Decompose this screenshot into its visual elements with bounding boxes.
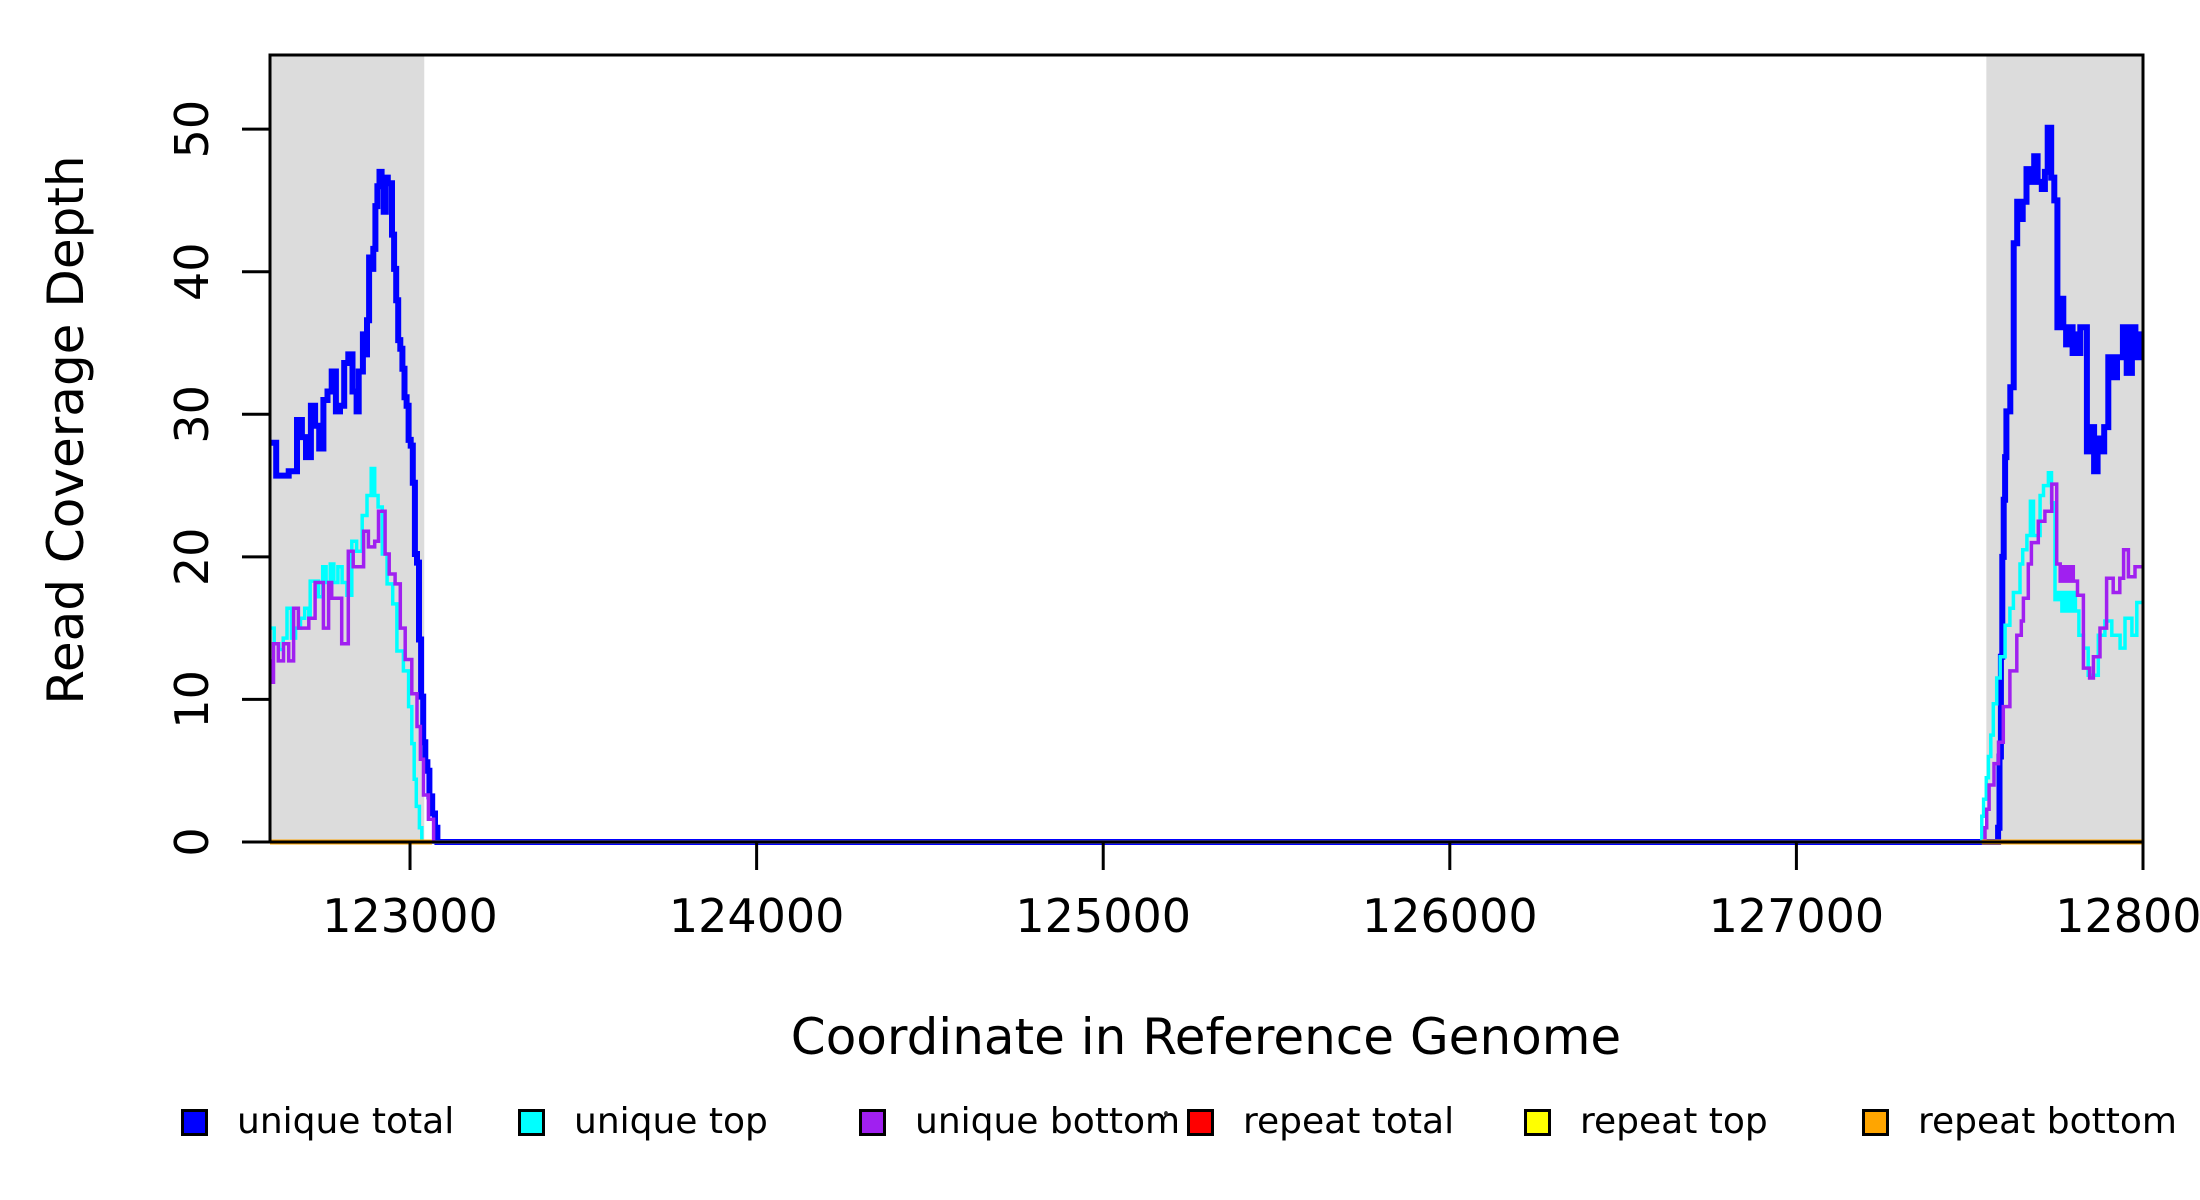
plot-frame [268,53,2145,844]
legend-label: repeat top [1580,1101,1768,1142]
legend-label: unique total [237,1101,455,1142]
y-tick-label: 0 [165,827,219,856]
repeat-region-shading-1 [1986,55,2143,842]
x-tick-label: 126000 [1362,889,1538,943]
x-axis-title: Coordinate in Reference Genome [790,1008,1622,1066]
legend-label: unique bottom [915,1101,1181,1142]
y-tick-label: 30 [165,385,219,444]
legend: unique total unique top unique bottom re… [0,1100,2200,1160]
series-line-unique-top [270,466,2143,844]
x-tick-label: 124000 [669,889,845,943]
x-tick-label: 125000 [1015,889,1191,943]
repeat-region-shading-0 [270,55,425,842]
legend-item-unique-top: unique top [518,1100,768,1144]
y-tick-label: 50 [165,100,219,159]
legend-item-repeat-bottom: repeat bottom [1862,1100,2177,1144]
y-tick-label: 10 [165,670,219,729]
unique-top-swatch-icon [518,1108,545,1136]
repeat-bottom-swatch-icon [1862,1108,1889,1136]
y-tick-label: 20 [165,528,219,587]
legend-label: repeat bottom [1918,1101,2177,1142]
stray-dot [1164,1111,1168,1116]
legend-item-repeat-total: repeat total [1187,1100,1454,1144]
x-tick-label: 127000 [1709,889,1885,943]
x-tick-label: 123000 [322,889,498,943]
repeat-total-swatch-icon [1187,1108,1214,1136]
unique-bottom-swatch-icon [859,1108,886,1136]
legend-item-repeat-top: repeat top [1524,1100,1768,1144]
unique-total-swatch-icon [181,1108,208,1136]
legend-item-unique-total: unique total [181,1100,454,1144]
series-line-unique-bottom [269,482,2143,844]
legend-item-unique-bottom: unique bottom [859,1100,1180,1144]
repeat-top-swatch-icon [1524,1108,1551,1136]
legend-label: repeat total [1243,1101,1455,1142]
legend-label: unique top [574,1101,768,1142]
series-line-unique-total [270,124,2143,845]
y-axis-title: Read Coverage Depth [37,155,95,705]
y-tick-label: 40 [165,242,219,301]
